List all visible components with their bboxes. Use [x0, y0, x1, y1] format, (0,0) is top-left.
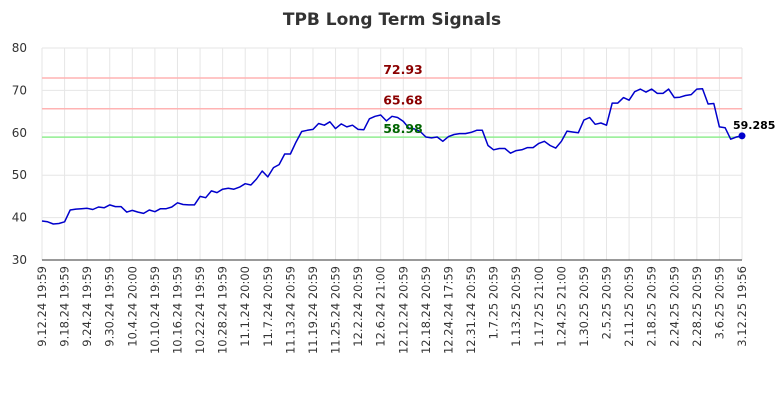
x-tick-label: 10.22.24 19:59 — [193, 266, 207, 354]
x-tick-label: 9.24.24 19:59 — [80, 266, 94, 347]
x-tick-label: 9.18.24 19:59 — [58, 266, 72, 347]
x-tick-label: 11.19.24 20:59 — [306, 266, 320, 354]
x-tick-label: 2.24.25 20:59 — [667, 266, 681, 347]
x-tick-label: 2.5.25 20:59 — [600, 266, 614, 339]
last-point-marker — [738, 132, 746, 140]
y-tick-label: 50 — [12, 168, 27, 182]
x-tick-label: 9.30.24 19:59 — [103, 266, 117, 347]
x-tick-label: 12.31.24 20:59 — [464, 266, 478, 354]
x-tick-label: 1.13.25 20:59 — [509, 266, 523, 347]
y-tick-label: 70 — [12, 83, 27, 97]
x-tick-label: 10.4.24 20:00 — [125, 266, 139, 347]
x-tick-label: 11.13.24 20:59 — [283, 266, 297, 354]
x-tick-label: 11.7.24 20:59 — [261, 266, 275, 347]
y-tick-label: 80 — [12, 41, 27, 55]
signal-line-label: 65.68 — [383, 93, 423, 108]
x-tick-label: 10.28.24 19:59 — [216, 266, 230, 354]
series-layer — [41, 87, 746, 225]
x-tick-label: 2.28.25 20:59 — [690, 266, 704, 347]
x-tick-label: 3.12.25 19:56 — [735, 266, 749, 347]
x-tick-label: 12.6.24 21:00 — [374, 266, 388, 347]
x-tick-label: 1.24.25 21:00 — [554, 266, 568, 347]
x-tick-label: 11.1.24 20:00 — [238, 266, 252, 347]
x-tick-label: 9.12.24 19:59 — [35, 266, 49, 347]
x-tick-label: 1.7.25 20:59 — [487, 266, 501, 339]
x-tick-label: 1.30.25 20:59 — [577, 266, 591, 347]
x-tick-label: 12.18.24 20:59 — [419, 266, 433, 354]
axes: 30 40 50 60 70 80 9.12.24 19:59 9.18.24 19:59 9.… — [12, 41, 749, 354]
x-tick-label: 12.2.24 20:59 — [351, 266, 365, 347]
y-tick-label: 60 — [12, 126, 27, 140]
signal-line-label: 58.98 — [383, 121, 423, 136]
y-tick-label: 30 — [12, 253, 27, 267]
x-tick-label: 12.12.24 20:59 — [396, 266, 410, 354]
y-tick-label: 40 — [12, 211, 27, 225]
grid — [41, 47, 743, 261]
signal-lines — [42, 77, 742, 138]
x-tick-label: 2.18.25 20:59 — [645, 266, 659, 347]
annotations: 72.93 65.68 58.98 59.285 — [383, 62, 775, 136]
signal-line-label: 72.93 — [383, 62, 423, 77]
chart-title: TPB Long Term Signals — [283, 10, 501, 30]
last-value-label: 59.285 — [733, 119, 775, 132]
x-tick-label: 1.17.25 21:00 — [532, 266, 546, 347]
price-series-line — [41, 87, 743, 225]
x-tick-label: 11.25.24 20:59 — [329, 266, 343, 354]
x-tick-label: 3.6.25 20:59 — [712, 266, 726, 339]
x-tick-label: 10.16.24 19:59 — [170, 266, 184, 354]
x-tick-label: 10.10.24 19:59 — [148, 266, 162, 354]
x-tick-label: 2.11.25 20:59 — [622, 266, 636, 347]
x-tick-label: 12.24.24 17:59 — [441, 266, 455, 354]
